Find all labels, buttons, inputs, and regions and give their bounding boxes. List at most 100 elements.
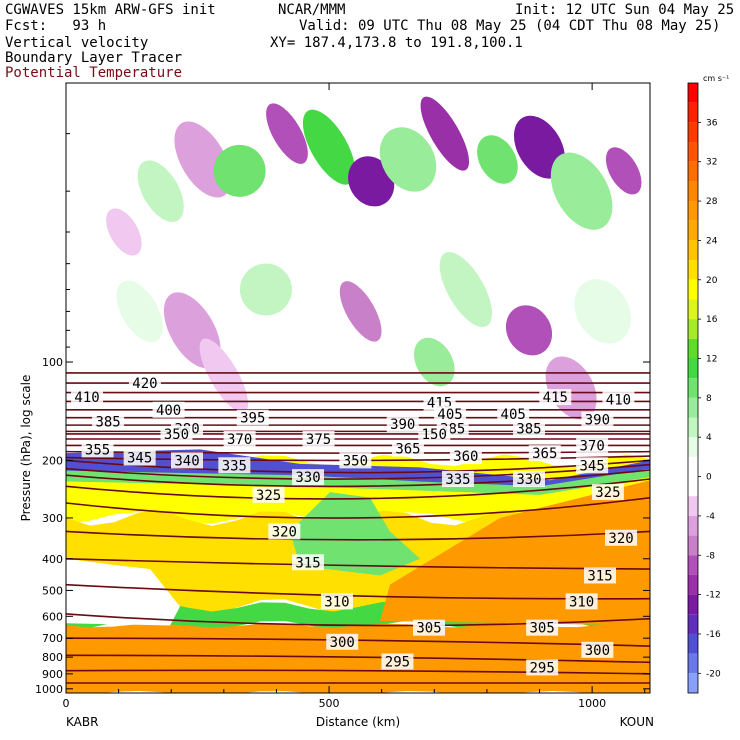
- theta-label-text: 375: [306, 432, 331, 448]
- header-init: Init: 12 UTC Sun 04 May 25: [515, 2, 735, 18]
- theta-label-bg: [576, 457, 609, 474]
- y-tick-label: 100: [42, 356, 63, 369]
- theta-label-text: 335: [222, 458, 247, 474]
- theta-label: 345: [123, 449, 156, 467]
- velocity-cell: [239, 263, 292, 316]
- theta-label-text: 295: [529, 660, 554, 676]
- colorbar-swatch: [688, 515, 698, 536]
- colorbar-swatch: [688, 181, 698, 202]
- theta-label-bg: [171, 452, 204, 469]
- header-org: NCAR/MMM: [278, 2, 346, 18]
- y-tick-label: 800: [42, 651, 63, 664]
- velocity-cell: [213, 144, 266, 197]
- theta-label-text: 400: [156, 403, 181, 419]
- theta-label-text: 350: [164, 427, 189, 443]
- colorbar-swatch: [688, 161, 698, 182]
- theta-label-bg: [292, 469, 325, 486]
- theta-label: 295: [526, 659, 559, 676]
- theta-label-bg: [512, 420, 545, 437]
- theta-contour: [66, 463, 650, 480]
- theta-contour: [66, 496, 650, 519]
- theta-label: 330: [292, 469, 325, 486]
- theta-label-bg: [268, 523, 301, 540]
- theta-label-text: 370: [227, 432, 252, 448]
- colorbar-unit: cm s⁻¹: [703, 74, 729, 83]
- theta-label-text: 315: [295, 555, 320, 571]
- theta-label: 370: [576, 437, 609, 454]
- theta-label-text: 405: [437, 407, 462, 423]
- theta-label: 150: [418, 425, 451, 443]
- header-xy-coords: XY= 187.4,173.8 to 191.8,100.1: [270, 35, 523, 51]
- theta-label: 370: [223, 430, 256, 448]
- theta-label-bg: [302, 430, 335, 447]
- theta-label-text: 420: [132, 376, 157, 392]
- y-tick-label: 400: [42, 553, 63, 566]
- colorbar-label: 12: [706, 354, 717, 364]
- velocity-cell: [106, 208, 142, 256]
- theta-label-bg: [381, 653, 414, 670]
- theta-label: 360: [449, 448, 482, 465]
- theta-label: 415: [539, 389, 572, 406]
- colorbar-label: 8: [706, 394, 712, 404]
- theta-label-text: 320: [272, 524, 297, 540]
- colorbar-swatch: [688, 299, 698, 320]
- colorbar-swatch: [688, 437, 698, 457]
- header-model: CGWAVES 15km ARW-GFS init: [5, 2, 216, 18]
- theta-label: 410: [602, 391, 635, 408]
- theta-label-text: 385: [95, 414, 120, 430]
- colorbar-label: 4: [706, 433, 712, 443]
- colorbar-swatch: [688, 142, 698, 162]
- theta-label-bg: [497, 405, 530, 422]
- theta-label: 335: [441, 470, 474, 488]
- y-tick-label: 900: [42, 668, 63, 681]
- theta-label: 310: [320, 593, 353, 610]
- velocity-cell: [477, 135, 518, 184]
- theta-label-bg: [160, 425, 193, 442]
- colorbar-label: 28: [706, 197, 718, 207]
- theta-label-bg: [152, 401, 185, 418]
- theta-contour: [66, 613, 650, 627]
- y-tick-label: 300: [42, 512, 63, 525]
- y-tick-label: 200: [42, 454, 63, 467]
- x-tick-label: 1000: [578, 697, 606, 710]
- header-field-potential-temperature: Potential Temperature: [5, 65, 183, 81]
- theta-contour: [66, 459, 650, 474]
- theta-label-bg: [223, 430, 256, 447]
- theta-label-bg: [602, 391, 635, 408]
- theta-label: 300: [581, 641, 614, 659]
- colorbar-label: -16: [706, 630, 721, 640]
- colorbar-label: 16: [706, 315, 718, 325]
- velocity-cell: [137, 160, 184, 222]
- theta-label-bg: [128, 375, 161, 392]
- theta-label-bg: [591, 484, 624, 501]
- theta-label: 365: [528, 445, 561, 462]
- header-valid: Valid: 09 UTC Thu 08 May 25 (04 CDT Thu …: [299, 18, 721, 34]
- theta-label-bg: [605, 529, 638, 546]
- plot-frame: [65, 82, 651, 694]
- velocity-cell: [302, 109, 356, 185]
- region-green-tropopause: [66, 468, 650, 495]
- theta-label-text: 360: [453, 449, 478, 465]
- region-orange-right: [380, 480, 650, 626]
- theta-label-text: 365: [532, 446, 557, 462]
- velocity-cell: [379, 127, 437, 192]
- velocity-cell: [413, 337, 455, 387]
- theta-label-text: 150: [422, 427, 447, 443]
- theta-label-bg: [449, 448, 482, 465]
- theta-label-bg: [512, 470, 545, 487]
- theta-contour: [66, 478, 650, 500]
- velocity-cell: [420, 96, 470, 171]
- theta-label-bg: [413, 619, 446, 636]
- theta-label-text: 305: [529, 621, 554, 637]
- theta-label: 305: [413, 619, 446, 637]
- colorbar-swatch: [688, 338, 698, 359]
- colorbar-swatch: [688, 220, 698, 241]
- right-endpoint-label: KOUN: [620, 715, 654, 729]
- theta-label-text: 345: [127, 451, 152, 467]
- colorbar-label: 32: [706, 158, 717, 168]
- velocity-cell: [348, 156, 395, 207]
- theta-label: 390: [581, 411, 614, 429]
- theta-label-text: 355: [85, 442, 110, 458]
- colorbar-swatch: [688, 574, 698, 595]
